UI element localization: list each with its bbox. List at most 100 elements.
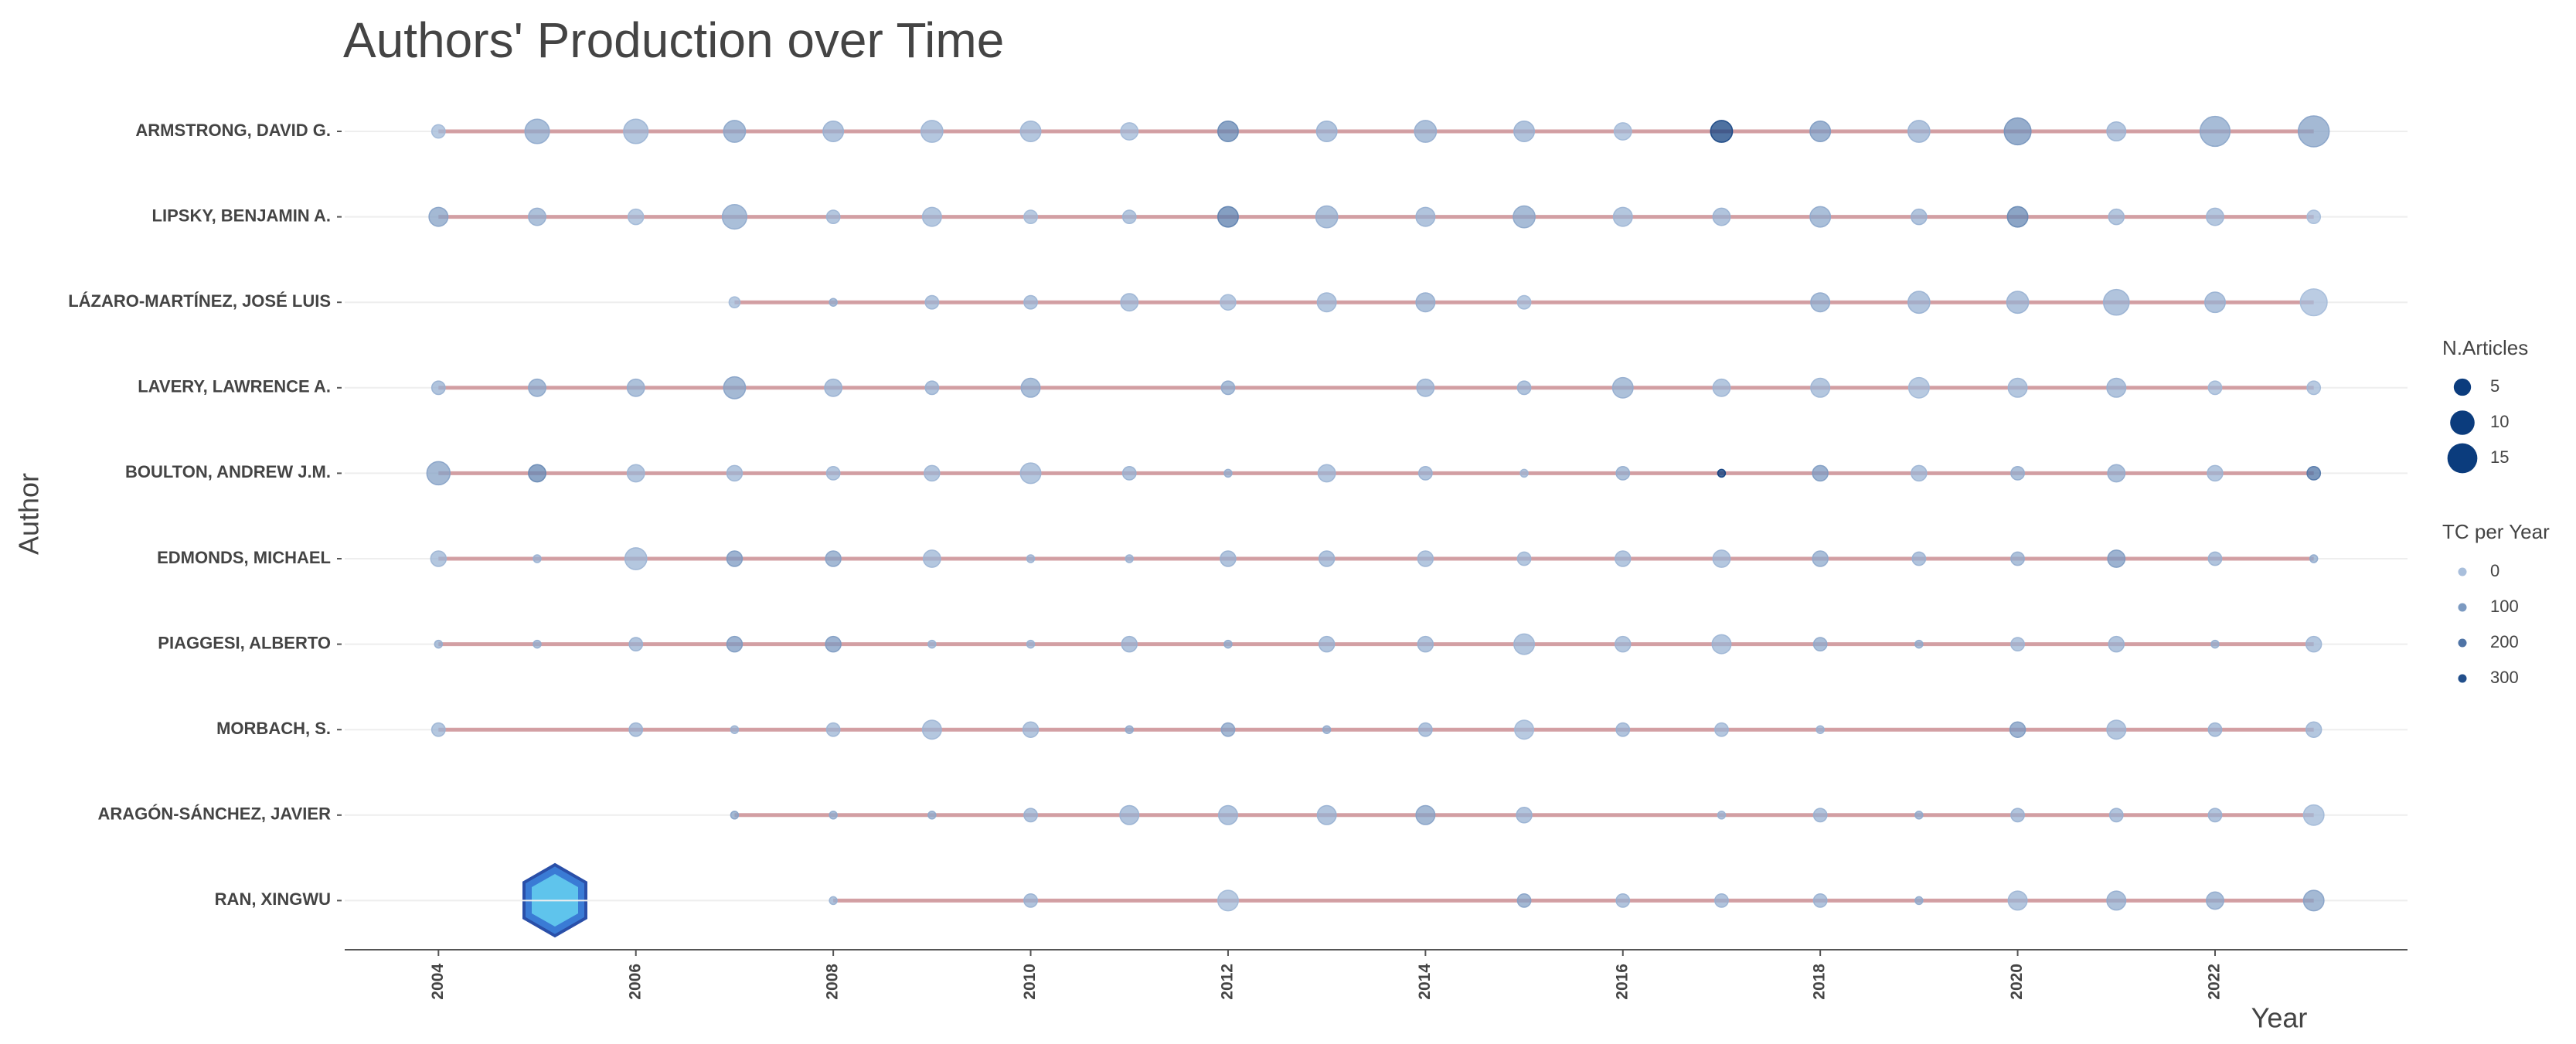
bubble xyxy=(2010,637,2025,652)
bubble xyxy=(2107,549,2126,568)
legend-size-key xyxy=(2453,378,2472,396)
bubble xyxy=(1414,120,1438,143)
bubble xyxy=(924,464,941,482)
bubble xyxy=(1519,468,1529,478)
bubble xyxy=(628,722,644,737)
bubble xyxy=(627,208,645,226)
bubble xyxy=(1815,725,1825,734)
bubble xyxy=(1809,121,1832,142)
legend-label: 200 xyxy=(2490,632,2519,651)
bubble xyxy=(2302,804,2325,826)
bubble xyxy=(1615,465,1631,481)
bubble xyxy=(730,725,740,734)
bubble xyxy=(1714,893,1729,908)
bubble xyxy=(1121,209,1137,225)
bubble xyxy=(1812,550,1829,567)
chart-title: Authors' Production over Time xyxy=(343,12,1004,68)
bubble xyxy=(623,118,649,145)
bubble xyxy=(1223,468,1233,478)
bubble xyxy=(825,635,842,653)
bubble xyxy=(1220,294,1237,311)
bubble xyxy=(2207,380,2223,396)
bubble xyxy=(2299,288,2328,317)
bubble xyxy=(927,811,937,820)
bubble xyxy=(1911,464,1928,482)
bubble xyxy=(1911,551,1927,566)
bubble xyxy=(1416,378,1435,397)
bubble xyxy=(2010,551,2025,566)
bubble xyxy=(434,639,444,649)
bubble xyxy=(1717,811,1727,820)
bubble xyxy=(1022,721,1040,738)
bubble xyxy=(1023,209,1038,225)
legend-color-key xyxy=(2458,567,2467,576)
bubble xyxy=(430,722,446,737)
bubble xyxy=(1217,206,1239,228)
bubble xyxy=(723,376,747,400)
bubble xyxy=(528,378,546,397)
bubble xyxy=(1516,380,1532,396)
bubble xyxy=(1415,206,1436,227)
bubble xyxy=(921,206,942,227)
bubble xyxy=(2207,551,2223,566)
bubble xyxy=(1711,634,1732,655)
bubble xyxy=(524,118,550,145)
bubble xyxy=(2108,208,2125,226)
y-tick-label: MORBACH, S. xyxy=(216,719,331,738)
bubble xyxy=(1914,811,1924,820)
bubble xyxy=(2210,639,2220,649)
bubble xyxy=(1415,804,1436,825)
bubble xyxy=(528,207,546,226)
bubble xyxy=(2007,890,2028,911)
bubble xyxy=(1907,120,1931,143)
y-tick-label: ARAGÓN-SÁNCHEZ, JAVIER xyxy=(97,804,331,824)
bubble xyxy=(533,554,542,563)
bubble xyxy=(1217,889,1239,912)
x-axis-title: Year xyxy=(2251,1002,2308,1034)
bubble xyxy=(1121,465,1137,481)
bubble xyxy=(1020,377,1041,398)
bubble xyxy=(1514,719,1535,740)
bubble xyxy=(2107,464,2126,483)
bubble xyxy=(2003,117,2032,146)
bubble xyxy=(1217,804,1238,825)
bubble xyxy=(1317,464,1336,483)
bubble xyxy=(728,296,741,309)
bubble xyxy=(2309,554,2319,563)
bubble xyxy=(430,124,446,139)
bubble xyxy=(2306,465,2322,481)
bubble xyxy=(2010,465,2025,481)
bubble xyxy=(1612,206,1633,227)
bubble xyxy=(1023,808,1038,823)
bubble xyxy=(1516,294,1532,310)
bubble xyxy=(1318,550,1336,567)
bubble xyxy=(2297,115,2330,148)
legend-size-key xyxy=(2447,443,2478,474)
bubble xyxy=(1322,725,1332,734)
legend-label: 100 xyxy=(2490,597,2519,616)
bubble xyxy=(2206,891,2224,910)
bubble xyxy=(1125,725,1134,734)
bubble xyxy=(1220,380,1236,396)
bubble xyxy=(726,635,744,653)
bubble xyxy=(426,461,451,486)
bubble xyxy=(1415,292,1436,313)
bubble xyxy=(2306,209,2322,225)
x-tick-label: 2016 xyxy=(1613,964,1631,1000)
bubble xyxy=(723,120,747,143)
bubble xyxy=(825,465,841,481)
bubble xyxy=(1810,292,1831,313)
bubble xyxy=(1516,893,1532,908)
bubble xyxy=(2302,889,2325,912)
bubble xyxy=(1318,635,1336,653)
bubble xyxy=(1810,377,1831,398)
y-tick-label: PIAGGESI, ALBERTO xyxy=(158,633,331,652)
bubble xyxy=(1611,376,1634,399)
bubble xyxy=(1019,462,1042,485)
bubble xyxy=(628,637,644,652)
bubble xyxy=(1026,554,1036,563)
bubble xyxy=(1812,637,1828,652)
bubble xyxy=(1315,121,1338,142)
bubble xyxy=(1120,293,1139,312)
